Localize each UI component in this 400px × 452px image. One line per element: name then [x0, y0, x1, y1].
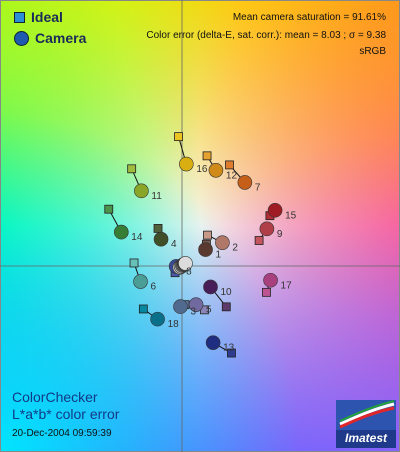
patch-label: 15: [285, 210, 297, 221]
ideal-marker: [227, 348, 236, 358]
patch-label: 13: [223, 343, 235, 354]
legend-camera-circle-icon: [14, 30, 29, 46]
patch-label: 16: [196, 164, 208, 175]
ideal-marker: [104, 204, 114, 214]
camera-marker: [133, 274, 148, 289]
camera-marker: [114, 224, 129, 240]
legend-camera: Camera: [14, 30, 86, 46]
ideal-marker: [225, 160, 234, 170]
camera-marker: [259, 221, 275, 237]
patch-label: 10: [221, 287, 233, 298]
patch-label: 6: [151, 282, 157, 293]
legend-ideal-label: Ideal: [31, 9, 63, 25]
ideal-marker: [138, 304, 148, 314]
patch-label: 14: [131, 232, 143, 243]
camera-marker: [179, 156, 194, 172]
camera-marker: [188, 297, 204, 312]
patch-label: 3: [190, 307, 196, 318]
patch-label: 2: [232, 243, 238, 254]
legend-camera-label: Camera: [35, 30, 87, 46]
color-error-readout: Color error (delta-E, sat. corr.): mean …: [146, 30, 386, 41]
camera-marker: [173, 299, 188, 314]
ideal-marker: [262, 287, 271, 297]
patch-label: 17: [281, 280, 293, 291]
camera-marker: [134, 183, 149, 199]
camera-marker: [215, 235, 230, 250]
ideal-marker: [153, 224, 163, 233]
patch-label: 7: [255, 182, 261, 193]
footer-subtitle: L*a*b* color error: [12, 406, 120, 422]
patch-label: 1: [216, 250, 222, 261]
saturation-readout: Mean camera saturation = 91.61%: [232, 12, 386, 23]
camera-marker: [203, 279, 218, 295]
legend-ideal: Ideal: [14, 9, 63, 25]
color-space-label: sRGB: [359, 46, 386, 57]
camera-marker: [153, 231, 169, 247]
camera-marker: [263, 272, 278, 288]
patch-label: 18: [168, 319, 180, 330]
patch-label: 5: [206, 305, 212, 316]
patch-label: 4: [171, 239, 177, 250]
ideal-marker: [202, 151, 212, 161]
camera-marker: [198, 242, 213, 257]
ideal-marker: [127, 164, 137, 174]
camera-marker: [267, 202, 283, 218]
patch-label: 12: [226, 170, 238, 181]
camera-marker: [208, 163, 224, 178]
imatest-logo-text: Imatest: [345, 431, 388, 445]
ideal-marker: [174, 132, 183, 142]
camera-marker: [178, 256, 193, 271]
camera-marker: [237, 175, 253, 190]
imatest-logo: Imatest: [336, 400, 396, 448]
legend-ideal-square-icon: [14, 11, 25, 23]
footer-timestamp: 20-Dec-2004 09:59:39: [12, 428, 112, 439]
camera-marker: [205, 335, 221, 350]
patch-label: 8: [186, 266, 192, 277]
patch-label: 11: [151, 191, 162, 202]
footer-title: ColorChecker: [12, 389, 98, 405]
patch-label: 9: [277, 229, 283, 240]
ideal-marker: [129, 258, 139, 268]
ideal-marker: [203, 230, 212, 240]
camera-marker: [150, 311, 165, 327]
ideal-marker: [221, 302, 231, 312]
ideal-marker: [254, 236, 264, 245]
